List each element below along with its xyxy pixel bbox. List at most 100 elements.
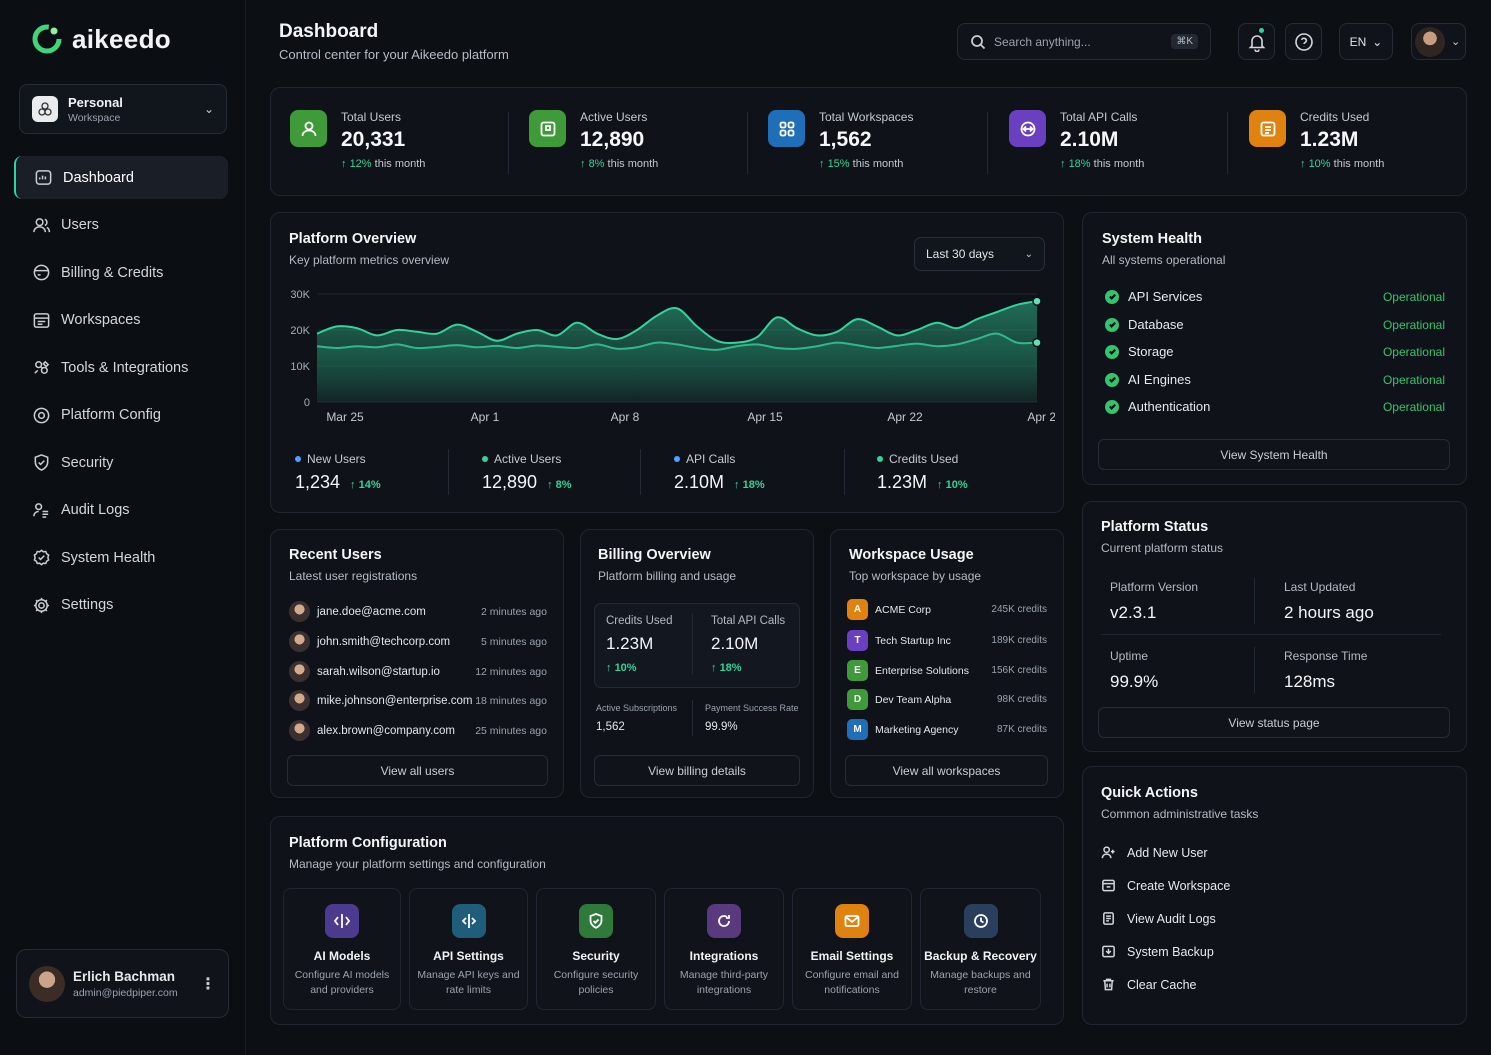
legend-label: Credits Used <box>889 452 959 466</box>
config-item-title: Security <box>572 949 620 963</box>
stat-label: Total Users <box>341 110 402 124</box>
config-item-desc: Manage third-party integrations <box>679 969 769 996</box>
search-input[interactable]: Search anything... ⌘K <box>957 23 1211 60</box>
user-email: sarah.wilson@startup.io <box>317 665 440 678</box>
quick-actions-card <box>1082 766 1467 1025</box>
sidebar-item-system-health[interactable]: System Health <box>14 536 228 579</box>
workspace-icon: D <box>847 689 868 710</box>
workspace-switcher[interactable]: Personal Workspace ⌄ <box>19 84 227 134</box>
billing-metrics <box>594 603 800 688</box>
ai-icon <box>325 904 359 938</box>
stat-change-suffix: this month <box>374 158 426 170</box>
billing-credits-label: Credits Used <box>606 615 673 627</box>
sidebar-item-dashboard[interactable]: Dashboard <box>14 156 228 199</box>
sidebar-item-label: System Health <box>61 549 156 566</box>
quick-action-system-backup[interactable]: System Backup <box>1101 944 1214 959</box>
sidebar-nav: Dashboard Users Billing & Credits Worksp… <box>14 156 228 631</box>
list-item[interactable]: E Enterprise Solutions 156K credits <box>847 660 1047 681</box>
user-email: alex.brown@company.com <box>317 724 456 737</box>
gear-icon <box>33 597 50 613</box>
config-ai-models[interactable]: AI Models Configure AI models and provid… <box>283 888 401 1010</box>
quick-action-create-workspace[interactable]: Create Workspace <box>1101 878 1230 893</box>
view-all-workspaces-button[interactable]: View all workspaces <box>845 755 1048 786</box>
list-item[interactable]: jane.doe@acme.com 2 minutes ago <box>289 601 547 622</box>
range-select[interactable]: Last 30 days ⌄ <box>914 237 1045 271</box>
profile-name: Erlich Bachman <box>73 968 176 984</box>
users-icon <box>33 217 51 232</box>
stat-total-api-calls: Total API Calls 2.10M ↑ 18% this month <box>1009 88 1144 195</box>
sidebar-item-settings[interactable]: Settings <box>14 584 228 627</box>
audit-icon <box>33 502 49 518</box>
check-circle-icon <box>1105 289 1119 304</box>
list-item[interactable]: sarah.wilson@startup.io 12 minutes ago <box>289 661 547 682</box>
stats-card: Total Users 20,331 ↑ 12% this month Acti… <box>270 87 1467 196</box>
language-selector[interactable]: EN ⌄ <box>1339 23 1393 60</box>
brand-logo[interactable]: aikeedo <box>30 22 171 56</box>
stat-label: Credits Used <box>1300 110 1370 124</box>
quick-action-audit-logs[interactable]: View Audit Logs <box>1101 911 1216 926</box>
stat-label: Total API Calls <box>1060 110 1138 124</box>
stat-change: 10% <box>1308 158 1331 170</box>
view-all-users-button[interactable]: View all users <box>287 755 548 786</box>
sidebar-item-audit-logs[interactable]: Audit Logs <box>14 489 228 532</box>
stat-active-users: Active Users 12,890 ↑ 8% this month <box>529 88 658 195</box>
sidebar-item-workspaces[interactable]: Workspaces <box>14 299 228 342</box>
sidebar-item-security[interactable]: Security <box>14 441 228 484</box>
config-integrations[interactable]: Integrations Manage third-party integrat… <box>664 888 784 1010</box>
billing-api: Total API Calls 2.10M ↑ 18% <box>711 615 785 674</box>
sidebar-item-billing[interactable]: Billing & Credits <box>14 251 228 294</box>
sidebar-item-tools[interactable]: Tools & Integrations <box>14 346 228 389</box>
legend-value: 1.23M <box>877 472 928 492</box>
legend-change: 14% <box>358 479 381 491</box>
arrow-up-icon: ↑ <box>341 158 347 170</box>
legend-api-calls: API Calls 2.10M ↑ 18% <box>674 452 765 493</box>
user-profile-card[interactable]: Erlich Bachman admin@piedpiper.com ⋮ <box>16 949 229 1018</box>
quick-action-add-user[interactable]: Add New User <box>1101 845 1208 860</box>
overview-title: Platform Overview <box>289 231 417 247</box>
list-item[interactable]: D Dev Team Alpha 98K credits <box>847 689 1047 710</box>
stat-label: Total Workspaces <box>819 110 914 124</box>
x-tick-label: Mar 25 <box>326 410 364 424</box>
config-email-settings[interactable]: Email Settings Configure email and notif… <box>792 888 912 1010</box>
credits-icon <box>1249 110 1286 147</box>
recent-users-card <box>270 529 564 798</box>
quick-action-label: View Audit Logs <box>1127 911 1216 926</box>
legend-change: 10% <box>945 479 968 491</box>
workspace-credits: 245K credits <box>991 604 1047 615</box>
sidebar-item-platform-config[interactable]: Platform Config <box>14 394 228 437</box>
config-api-settings[interactable]: API Settings Manage API keys and rate li… <box>409 888 528 1010</box>
config-title: Platform Configuration <box>289 835 447 851</box>
list-item[interactable]: john.smith@techcorp.com 5 minutes ago <box>289 631 547 652</box>
list-item[interactable]: T Tech Startup Inc 189K credits <box>847 630 1047 651</box>
view-system-health-button[interactable]: View System Health <box>1098 439 1450 470</box>
dashboard-icon <box>35 170 52 185</box>
shield-icon <box>34 454 49 471</box>
view-status-page-button[interactable]: View status page <box>1098 707 1450 738</box>
view-billing-details-button[interactable]: View billing details <box>594 755 800 786</box>
config-backup-recovery[interactable]: Backup & Recovery Manage backups and res… <box>920 888 1041 1010</box>
sidebar-item-users[interactable]: Users <box>14 204 228 247</box>
legend-value: 2.10M <box>674 472 725 492</box>
user-menu-button[interactable]: ⌄ <box>1411 23 1466 60</box>
help-button[interactable] <box>1285 23 1322 60</box>
help-icon <box>1294 32 1313 51</box>
config-security[interactable]: Security Configure security policies <box>536 888 656 1010</box>
series-area <box>317 333 1037 402</box>
more-vertical-icon[interactable]: ⋮ <box>200 975 216 993</box>
overview-subtitle: Key platform metrics overview <box>289 253 450 267</box>
config-item-title: Integrations <box>689 949 759 963</box>
legend-change: 8% <box>555 479 572 491</box>
workspace-type: Workspace <box>68 111 121 124</box>
shield-icon <box>579 904 613 938</box>
billing-subscriptions: Active Subscriptions 1,562 <box>596 703 677 733</box>
notifications-button[interactable] <box>1238 23 1275 60</box>
quick-action-clear-cache[interactable]: Clear Cache <box>1101 977 1196 992</box>
list-item[interactable]: A ACME Corp 245K credits <box>847 599 1047 620</box>
health-subtitle: All systems operational <box>1102 253 1226 267</box>
list-item[interactable]: M Marketing Agency 87K credits <box>847 719 1047 740</box>
active-user-icon <box>529 110 566 147</box>
list-item[interactable]: mike.johnson@enterprise.com 18 minutes ag… <box>289 690 547 711</box>
list-item[interactable]: alex.brown@company.com 25 minutes ago <box>289 720 547 741</box>
health-item: Storage Operational <box>1105 344 1445 359</box>
page-title: Dashboard <box>279 21 379 42</box>
